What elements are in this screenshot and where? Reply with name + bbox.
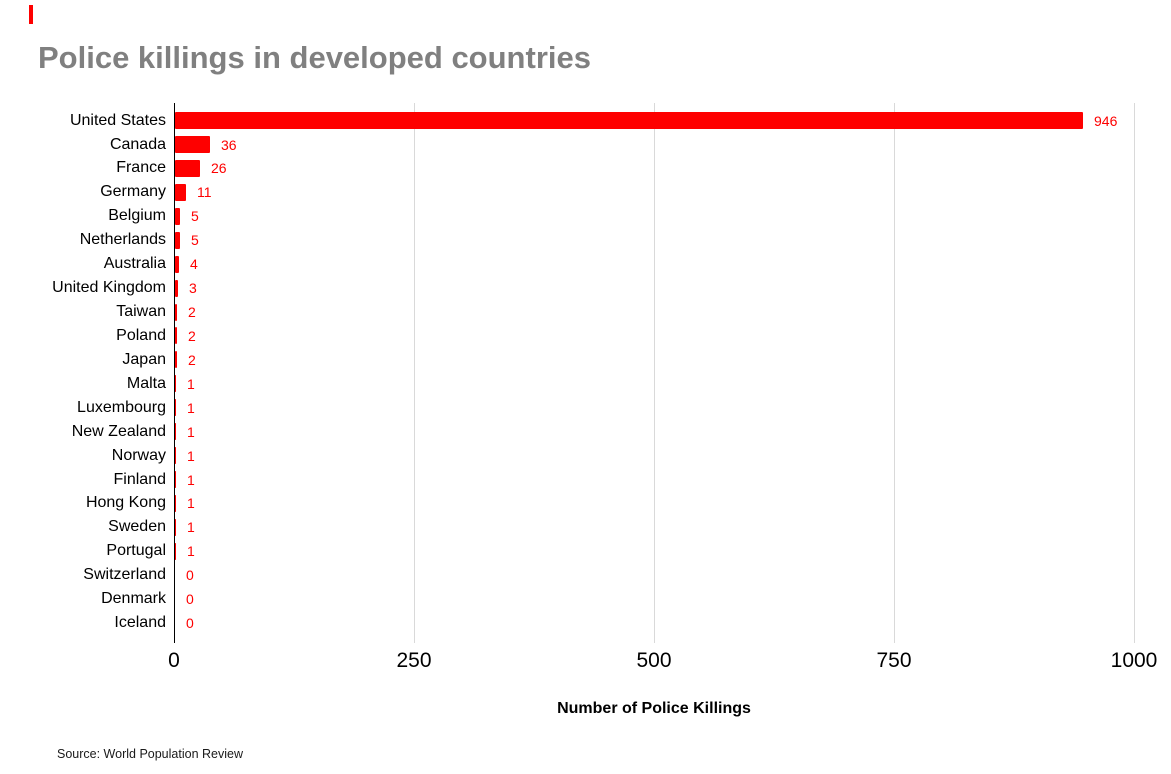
- category-label: New Zealand: [71, 422, 166, 440]
- bar: [175, 542, 176, 560]
- category-label: Finland: [113, 470, 166, 488]
- x-tick-label: 1000: [1110, 649, 1158, 672]
- category-label: Canada: [109, 135, 166, 153]
- gridline: [653, 103, 655, 643]
- category-label: Denmark: [101, 590, 166, 608]
- category-label: Luxembourg: [77, 398, 166, 416]
- value-label: 5: [191, 208, 199, 225]
- x-axis-title: Number of Police Killings: [557, 700, 751, 717]
- category-label: United States: [69, 111, 166, 129]
- value-label: 26: [211, 160, 227, 177]
- bar: [175, 112, 1083, 130]
- x-tick-label: 750: [876, 649, 912, 672]
- value-label: 1: [187, 519, 195, 536]
- category-label: Switzerland: [83, 566, 166, 584]
- bar: [175, 255, 179, 273]
- value-label: 36: [221, 136, 237, 153]
- value-label: 2: [188, 351, 196, 368]
- category-label: Iceland: [114, 614, 166, 632]
- value-label: 1: [187, 375, 195, 392]
- chart-title: Police killings in developed countries: [38, 40, 591, 75]
- bar: [175, 518, 176, 536]
- bar: [175, 279, 178, 297]
- category-label: Sweden: [108, 518, 166, 536]
- bar: [175, 447, 176, 465]
- value-label: 2: [188, 304, 196, 321]
- category-label: Malta: [126, 374, 166, 392]
- bar: [175, 327, 177, 345]
- bar: [175, 351, 177, 369]
- plot-area: 0 250 500 750 1000: [168, 103, 1157, 672]
- x-tick-label: 250: [396, 649, 432, 672]
- category-label: Norway: [111, 446, 166, 464]
- value-label: 1: [187, 471, 195, 488]
- value-label: 4: [190, 256, 198, 273]
- value-label: 11: [197, 184, 212, 201]
- category-label: Japan: [122, 350, 166, 368]
- bar: [175, 159, 200, 177]
- category-label: Germany: [100, 183, 166, 201]
- red-dash-mark: [29, 5, 33, 24]
- source-note: Source: World Population Review: [57, 747, 243, 761]
- value-label: 1: [187, 495, 195, 512]
- bar: [175, 375, 176, 393]
- x-tick-label: 0: [168, 649, 180, 672]
- value-label: 1: [187, 543, 195, 560]
- category-label: France: [116, 159, 166, 177]
- category-label: Taiwan: [116, 303, 166, 321]
- value-label: 3: [189, 280, 197, 297]
- x-tick-label: 500: [636, 649, 672, 672]
- gridline: [413, 103, 415, 643]
- gridline: [893, 103, 895, 643]
- y-axis-line: [173, 103, 175, 643]
- category-label: Poland: [116, 326, 166, 344]
- value-label: 2: [188, 327, 196, 344]
- category-label: Australia: [103, 255, 166, 273]
- bar: [175, 136, 210, 154]
- category-label: Belgium: [108, 207, 166, 225]
- bar: [175, 471, 176, 489]
- value-label: 1: [187, 423, 195, 440]
- gridline: [1133, 103, 1135, 643]
- value-label: 946: [1094, 112, 1118, 129]
- category-label: United Kingdom: [52, 279, 166, 297]
- value-label: 0: [186, 567, 194, 584]
- category-label: Portugal: [106, 542, 166, 560]
- category-label: Netherlands: [79, 231, 166, 249]
- value-label: 0: [186, 591, 194, 608]
- value-label: 1: [187, 447, 195, 464]
- bar: [175, 207, 180, 225]
- value-label: 0: [186, 615, 194, 632]
- bar: [175, 303, 177, 321]
- bar: [175, 231, 180, 249]
- category-label: Hong Kong: [85, 494, 166, 512]
- value-label: 5: [191, 232, 199, 249]
- bar: [175, 423, 176, 441]
- bar: [175, 183, 186, 201]
- bar: [175, 494, 176, 512]
- value-label: 1: [187, 399, 195, 416]
- bar: [175, 399, 176, 417]
